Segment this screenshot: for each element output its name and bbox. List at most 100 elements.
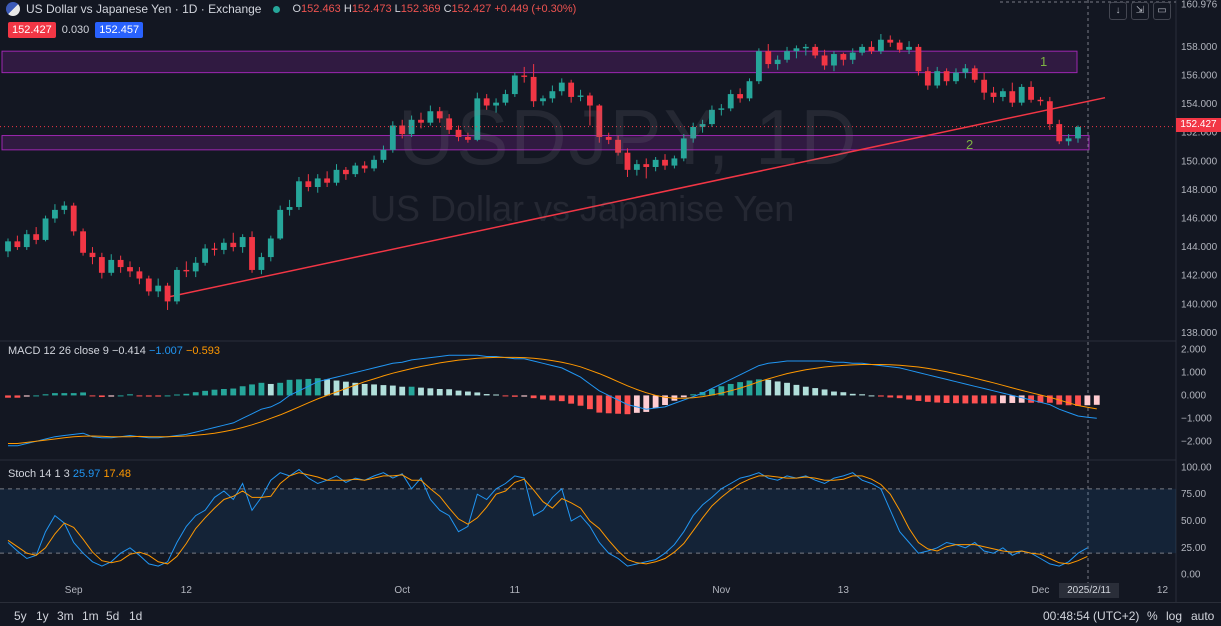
symbol-title[interactable]: US Dollar vs Japanese Yen · 1D · Exchang… [26,2,262,16]
price-tick-label: 138.000 [1181,328,1218,339]
clock[interactable]: 00:48:54 (UTC+2) [1043,609,1140,623]
candle-body [1018,86,1025,103]
candle-body [371,159,377,169]
macd-histogram-bar [483,394,490,396]
macd-histogram-bar [530,395,537,399]
price-tick-label: 140.000 [1181,299,1218,310]
macd-histogram-bar [249,384,255,396]
sell-button[interactable]: 152.427 [8,22,56,38]
macd-signal-value: −0.593 [185,345,220,357]
market-open-dot-icon [273,5,281,13]
candle-body [877,39,884,52]
candle-body [812,46,819,56]
macd-histogram-bar [1009,395,1016,403]
buy-button[interactable]: 152.457 [95,22,144,38]
time-tick-label: Oct [394,585,410,596]
candle-body [399,125,406,135]
candle-body [389,125,396,150]
candle-body [418,119,424,123]
candle-body [1075,126,1081,139]
macd-histogram-bar [1075,395,1081,406]
macd-histogram-bar [324,379,331,396]
candle-body [746,81,753,99]
percent-toggle[interactable]: % [1147,609,1158,623]
candle-body [1056,124,1063,142]
stoch-legend[interactable]: Stoch 14 1 3 25.97 17.48 [8,468,131,480]
macd-histogram-bar [80,392,86,396]
macd-histogram-bar [587,395,593,410]
range-1m[interactable]: 1m [82,609,99,623]
stoch-band [0,488,1176,554]
macd-histogram-bar [652,395,659,409]
price-tick-label: 148.000 [1181,185,1218,196]
range-5d[interactable]: 5d [106,609,120,623]
macd-histogram-bar [1018,395,1025,403]
price-tick-label: 156.000 [1181,70,1218,81]
candle-body [511,75,518,95]
candle-body [840,54,847,60]
candle-body [934,71,941,86]
macd-histogram-bar [831,391,837,396]
candle-body [680,138,687,159]
range-3m[interactable]: 3m [57,609,74,623]
macd-histogram-bar [709,389,715,396]
macd-histogram-bar [305,378,312,396]
macd-histogram-bar [23,395,30,397]
macd-legend[interactable]: MACD 12 26 close 9 −0.414 −1.007 −0.593 [8,345,220,357]
macd-histogram-bar [971,395,978,404]
ohlc-values: O152.463 H152.473 L152.369 C152.427 +0.4… [292,3,577,15]
trade-box: 152.427 0.030 152.457 [8,22,144,38]
macd-histogram-bar [605,395,612,414]
macd-line [8,354,1097,447]
macd-histogram-bar [98,395,105,398]
macd-histogram-bar [145,395,152,397]
scroll-down-icon[interactable]: ↓ [1109,2,1127,20]
candle-body [868,46,875,52]
candle-body [98,257,105,273]
candle-body [174,269,180,302]
trend-line [167,96,1106,298]
auto-toggle[interactable]: auto [1191,609,1215,623]
candle-body [427,111,434,123]
time-tick-label: 12 [1157,585,1169,596]
range-1y[interactable]: 1y [36,609,49,623]
macd-histogram-bar [493,394,499,396]
macd-histogram-bar [699,391,706,396]
price-tick-label: 142.000 [1181,271,1218,282]
macd-histogram-bar [887,395,894,398]
macd-histogram-bar [465,391,471,396]
macd-histogram-bar [33,395,40,397]
candle-body [709,109,715,125]
candle-body [981,79,988,93]
macd-signal-line [8,356,1097,444]
macd-histogram-bar [558,395,565,402]
maximize-icon[interactable]: ▭ [1153,2,1171,20]
candle-body [1065,138,1072,142]
candle-body [699,124,706,127]
candle-body [465,136,471,140]
macd-tick-label: 0.000 [1181,390,1206,401]
price-tick-label: 158.000 [1181,42,1218,53]
candle-body [267,238,274,258]
candle-body [52,209,58,219]
macd-histogram-bar [1084,395,1091,406]
candle-body [755,51,762,82]
log-toggle[interactable]: log [1166,609,1183,623]
collapse-icon[interactable]: ⇲ [1131,2,1149,20]
candle-body [61,205,68,210]
candle-body [286,207,293,210]
candle-body [990,92,997,97]
candle-body [136,271,143,279]
stoch-d-value: 17.48 [103,468,131,480]
range-1d[interactable]: 1d [129,609,143,623]
macd-histogram-bar [371,384,377,396]
time-tick-label: Dec [1032,585,1050,596]
usd-jpy-flag-icon [6,2,20,16]
macd-histogram-bar [774,381,781,396]
macd-histogram-bar [1093,395,1100,405]
range-5y[interactable]: 5y [14,609,27,623]
macd-histogram-bar [155,395,162,397]
macd-histogram-bar [868,395,875,397]
macd-histogram-bar [117,395,124,397]
